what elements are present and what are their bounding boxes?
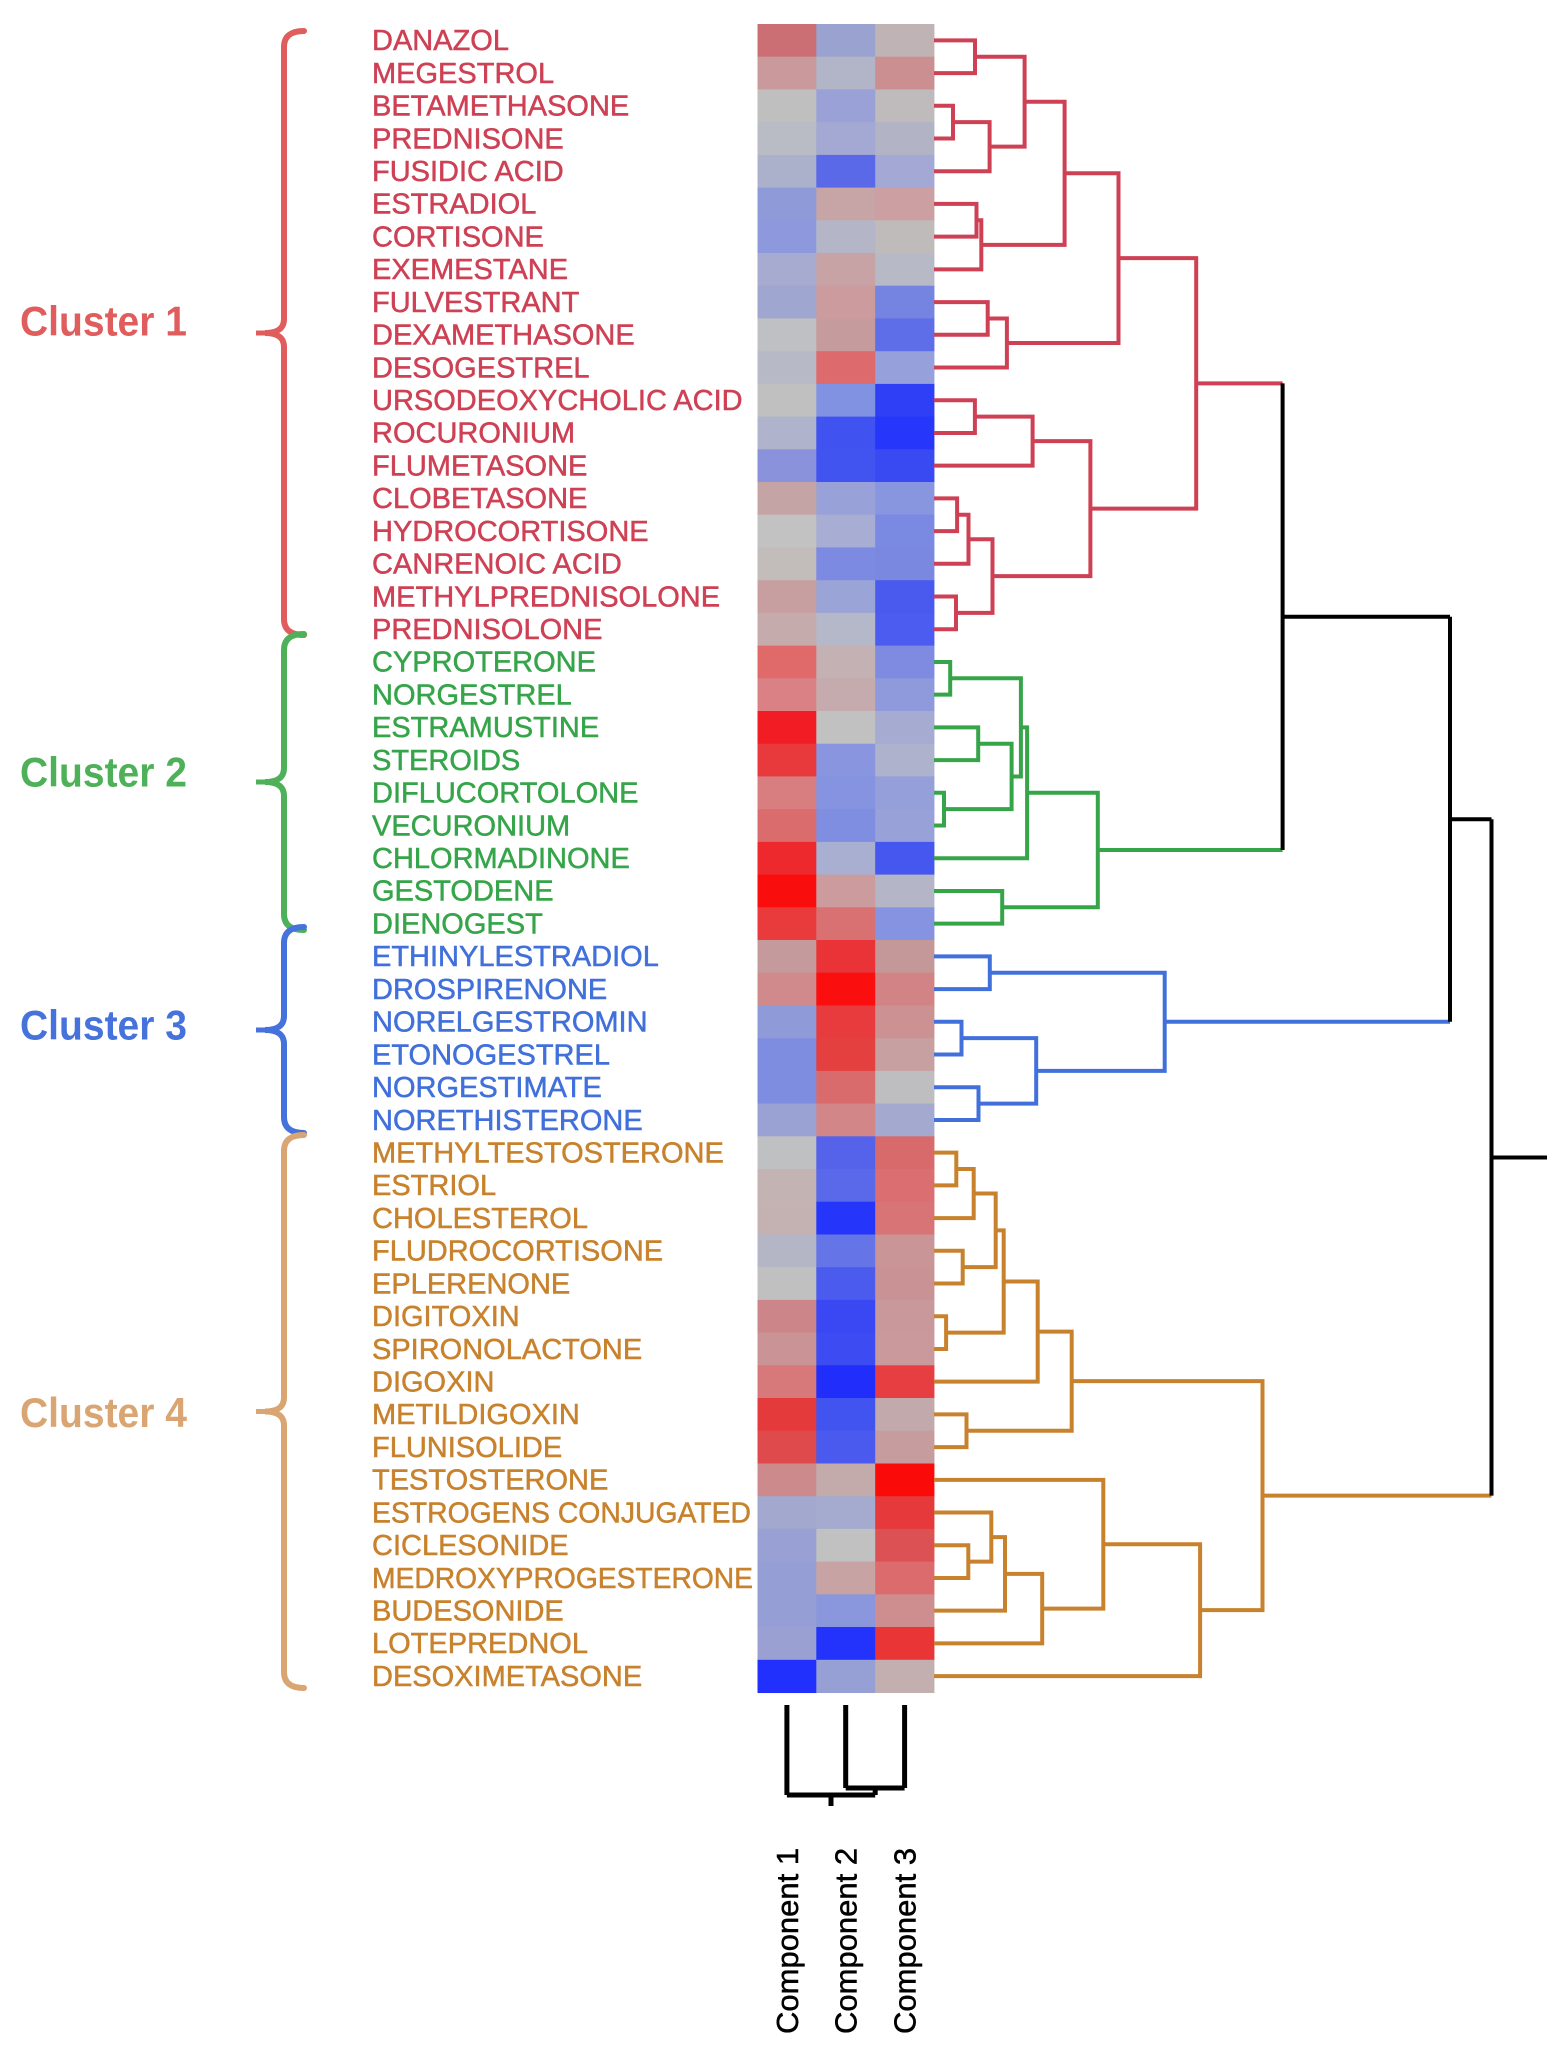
svg-text:BETAMETHASONE: BETAMETHASONE (372, 91, 629, 123)
svg-text:FLUNISOLIDE: FLUNISOLIDE (372, 1432, 562, 1464)
svg-text:ESTRADIOL: ESTRADIOL (372, 189, 536, 221)
svg-text:METHYLPREDNISOLONE: METHYLPREDNISOLONE (372, 581, 720, 613)
svg-text:Component 1: Component 1 (770, 1848, 805, 2034)
svg-text:EXEMESTANE: EXEMESTANE (372, 254, 568, 286)
svg-text:ESTRAMUSTINE: ESTRAMUSTINE (372, 712, 599, 744)
svg-text:CORTISONE: CORTISONE (372, 221, 544, 253)
svg-text:NORELGESTROMIN: NORELGESTROMIN (372, 1007, 648, 1039)
svg-text:FUSIDIC ACID: FUSIDIC ACID (372, 156, 564, 188)
svg-text:DIGITOXIN: DIGITOXIN (372, 1301, 520, 1333)
svg-text:PREDNISOLONE: PREDNISOLONE (372, 614, 602, 646)
svg-text:Cluster 2: Cluster 2 (20, 749, 187, 796)
svg-text:DIGOXIN: DIGOXIN (372, 1367, 494, 1399)
svg-text:DESOXIMETASONE: DESOXIMETASONE (372, 1661, 642, 1693)
svg-text:NORGESTIMATE: NORGESTIMATE (372, 1072, 602, 1104)
svg-text:DESOGESTREL: DESOGESTREL (372, 352, 590, 384)
svg-text:TESTOSTERONE: TESTOSTERONE (372, 1465, 608, 1497)
svg-text:CHOLESTEROL: CHOLESTEROL (372, 1203, 588, 1235)
svg-text:CHLORMADINONE: CHLORMADINONE (372, 843, 630, 875)
svg-text:DIENOGEST: DIENOGEST (372, 909, 543, 941)
svg-text:MEDROXYPROGESTERONE: MEDROXYPROGESTERONE (372, 1563, 753, 1595)
svg-text:MEGESTROL: MEGESTROL (372, 58, 554, 90)
svg-text:LOTEPREDNOL: LOTEPREDNOL (372, 1628, 588, 1660)
svg-text:Cluster 1: Cluster 1 (20, 298, 187, 345)
svg-text:Component 3: Component 3 (888, 1848, 923, 2034)
svg-text:VECURONIUM: VECURONIUM (372, 810, 570, 842)
svg-text:GESTODENE: GESTODENE (372, 876, 554, 908)
svg-text:ESTRIOL: ESTRIOL (372, 1170, 496, 1202)
svg-text:DROSPIRENONE: DROSPIRENONE (372, 974, 607, 1006)
svg-text:DIFLUCORTOLONE: DIFLUCORTOLONE (372, 778, 638, 810)
svg-text:ETONOGESTREL: ETONOGESTREL (372, 1039, 610, 1071)
svg-text:DEXAMETHASONE: DEXAMETHASONE (372, 320, 635, 352)
svg-text:HYDROCORTISONE: HYDROCORTISONE (372, 516, 649, 548)
svg-text:NORGESTREL: NORGESTREL (372, 680, 572, 712)
svg-text:STEROIDS: STEROIDS (372, 745, 520, 777)
svg-text:CANRENOIC ACID: CANRENOIC ACID (372, 549, 622, 581)
svg-text:FLUMETASONE: FLUMETASONE (372, 451, 587, 483)
svg-text:Component 2: Component 2 (829, 1848, 864, 2034)
svg-text:METHYLTESTOSTERONE: METHYLTESTOSTERONE (372, 1138, 724, 1170)
svg-text:EPLERENONE: EPLERENONE (372, 1268, 570, 1300)
svg-text:PREDNISONE: PREDNISONE (372, 123, 564, 155)
svg-text:ESTROGENS CONJUGATED: ESTROGENS CONJUGATED (372, 1497, 751, 1529)
svg-text:ETHINYLESTRADIOL: ETHINYLESTRADIOL (372, 941, 659, 973)
svg-text:BUDESONIDE: BUDESONIDE (372, 1596, 564, 1628)
svg-text:FULVESTRANT: FULVESTRANT (372, 287, 580, 319)
svg-text:METILDIGOXIN: METILDIGOXIN (372, 1399, 580, 1431)
svg-text:CYPROTERONE: CYPROTERONE (372, 647, 596, 679)
svg-text:CICLESONIDE: CICLESONIDE (372, 1530, 569, 1562)
svg-text:Cluster 3: Cluster 3 (20, 1002, 187, 1049)
svg-text:NORETHISTERONE: NORETHISTERONE (372, 1105, 643, 1137)
svg-text:Cluster 4: Cluster 4 (20, 1389, 188, 1436)
svg-text:SPIRONOLACTONE: SPIRONOLACTONE (372, 1334, 642, 1366)
svg-text:URSODEOXYCHOLIC ACID: URSODEOXYCHOLIC ACID (372, 385, 743, 417)
svg-text:DANAZOL: DANAZOL (372, 25, 509, 57)
svg-text:CLOBETASONE: CLOBETASONE (372, 483, 587, 515)
svg-text:FLUDROCORTISONE: FLUDROCORTISONE (372, 1236, 663, 1268)
svg-text:ROCURONIUM: ROCURONIUM (372, 418, 575, 450)
